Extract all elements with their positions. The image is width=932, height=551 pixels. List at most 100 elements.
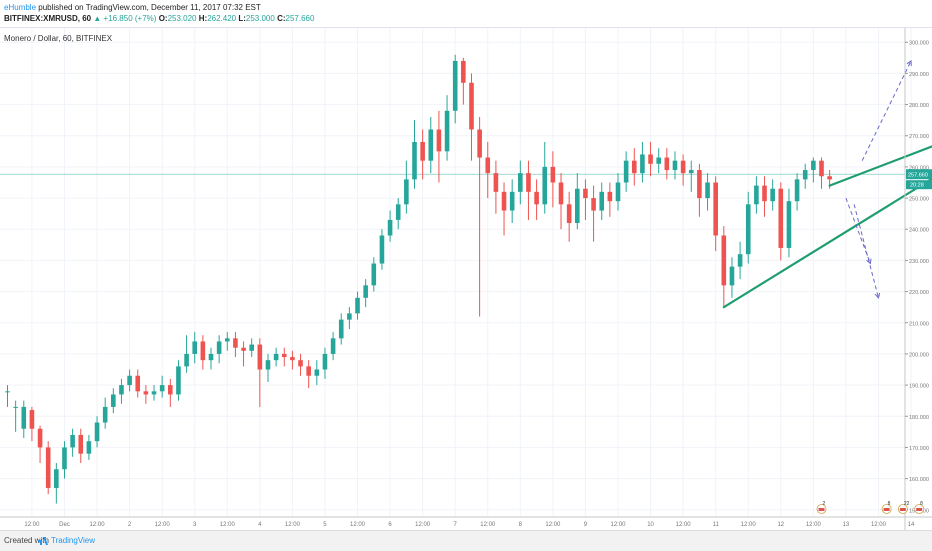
high-value: 262.420 — [207, 14, 237, 23]
candle-body — [192, 341, 198, 354]
candle-body — [428, 129, 434, 161]
candle-body — [102, 406, 108, 423]
author-link[interactable]: eHumble — [4, 3, 37, 12]
time-tick-label: 12:00 — [155, 522, 171, 528]
time-tick-label: 12:00 — [741, 522, 757, 528]
candle-body — [811, 160, 816, 171]
candle-body — [452, 60, 458, 111]
candle-body — [493, 173, 499, 192]
candle-body — [184, 353, 189, 367]
publish-line: eHumble published on TradingView.com, De… — [4, 2, 928, 13]
candle-body — [607, 191, 613, 202]
candle-body — [37, 428, 43, 448]
candle-body — [21, 406, 27, 429]
drawings[interactable] — [722, 59, 932, 309]
candle-body — [86, 441, 92, 454]
candle-body — [664, 157, 670, 171]
candle-body — [794, 179, 800, 202]
countdown-badge — [906, 180, 932, 190]
change-value: +16.850 (+7%) — [103, 14, 157, 23]
time-tick-label: Dec — [59, 522, 70, 528]
candle-body — [363, 285, 368, 298]
candle-body — [648, 154, 653, 164]
time-tick-label: 5 — [323, 522, 327, 528]
price-tick-label: 250.000 — [909, 197, 929, 203]
candle-body — [355, 297, 360, 314]
candle-body — [62, 447, 67, 470]
price-tick-label: 190.000 — [909, 384, 929, 390]
flag-icon — [818, 508, 825, 511]
time-tick-label: 11 — [713, 522, 720, 528]
low-value: 253.000 — [245, 14, 275, 23]
candle-body — [200, 341, 206, 361]
candle-body — [534, 191, 539, 205]
candle-body — [387, 219, 393, 236]
price-tick-label: 300.000 — [909, 41, 929, 47]
price-tick-label: 230.000 — [909, 259, 929, 265]
candles — [5, 54, 832, 504]
flag-icon — [883, 508, 890, 511]
candle-body — [623, 160, 629, 183]
time-tick-label: 4 — [258, 522, 262, 528]
tradingview-link[interactable]: TradingView — [51, 536, 96, 545]
candle-body — [745, 204, 751, 255]
candle-body — [78, 434, 84, 454]
candle-body — [322, 353, 328, 370]
candle-body — [477, 129, 482, 158]
grid — [0, 28, 912, 516]
price-tick-label: 270.000 — [909, 134, 929, 140]
symbol-line: BITFINEX:XMRUSD, 60 ▲ +16.850 (+7%) O:25… — [4, 13, 928, 24]
time-tick-label: 3 — [193, 522, 197, 528]
chart-frame[interactable]: 150.000160.000170.000180.000190.000200.0… — [0, 27, 932, 531]
time-tick-label: 13 — [843, 522, 850, 528]
candle-body — [737, 254, 743, 267]
price-tick-label: 220.000 — [909, 290, 929, 296]
time-tick-label: 12:00 — [415, 522, 431, 528]
time-tick-label: 12:00 — [220, 522, 236, 528]
candle-body — [119, 385, 124, 395]
candle-body — [672, 160, 678, 171]
time-tick-label: 12:00 — [90, 522, 106, 528]
arrow-head-icon — [874, 292, 881, 299]
time-tick-label: 9 — [584, 522, 588, 528]
price-chart[interactable]: 150.000160.000170.000180.000190.000200.0… — [0, 28, 932, 531]
event-count-label: 8 — [888, 501, 891, 507]
candle-body — [94, 422, 100, 442]
candle-body — [412, 141, 417, 180]
candle-body — [208, 353, 214, 361]
time-tick-label: 12:00 — [285, 522, 301, 528]
time-tick-label: 14 — [908, 522, 915, 528]
price-axis[interactable]: 150.000160.000170.000180.000190.000200.0… — [904, 28, 932, 531]
candle-body — [224, 338, 230, 342]
time-axis[interactable]: 12:00 Dec 12:00 2 12:00 3 12:00 4 12:00 5 12:00 6 12… — [0, 516, 932, 528]
candle-body — [485, 157, 491, 174]
close-value: 257.660 — [285, 14, 315, 23]
footer: Created with TradingView — [0, 530, 932, 551]
published-text: published on TradingView.com, December 1… — [36, 3, 261, 12]
candle-body — [290, 357, 295, 361]
candle-body — [306, 366, 311, 376]
candle-body — [436, 129, 442, 152]
candle-body — [656, 157, 661, 164]
flag-icon — [899, 508, 906, 511]
candle-body — [713, 182, 718, 236]
candle-body — [273, 353, 279, 361]
change-arrow-icon: ▲ — [93, 14, 102, 23]
candle-body — [819, 160, 824, 177]
candle-body — [54, 469, 59, 488]
price-tick-label: 170.000 — [909, 446, 929, 452]
candle-body — [371, 263, 377, 286]
candle-body — [404, 179, 409, 205]
candle-body — [281, 353, 287, 358]
candle-body — [827, 176, 832, 180]
event-markers[interactable]: 28228512 — [816, 501, 932, 514]
candle-body — [501, 191, 507, 211]
candle-body — [509, 191, 515, 211]
candle-body — [233, 338, 238, 348]
candle-body — [135, 375, 141, 392]
candle-body — [518, 173, 523, 192]
last-price-badge — [906, 169, 932, 180]
legend-title: Monero / Dollar, 60, BITFINEX — [4, 34, 113, 43]
last-price-label: 257.660 — [908, 173, 928, 179]
candle-body — [338, 319, 344, 339]
